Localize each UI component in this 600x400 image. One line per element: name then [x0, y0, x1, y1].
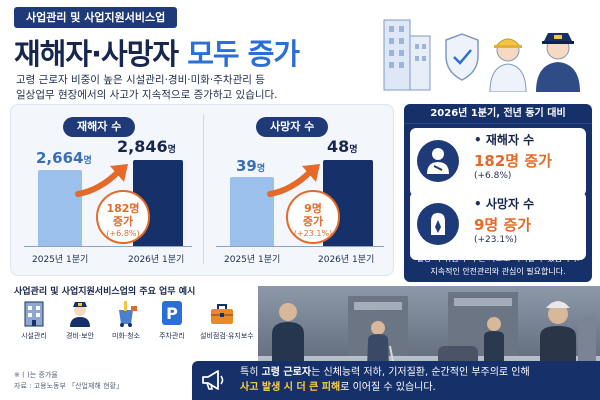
- summary-injured-value: 182명 증가: [474, 152, 552, 170]
- deaths-curr-year: 2026년 1분기: [318, 255, 375, 265]
- deaths-increase-arrow-icon: [267, 164, 320, 197]
- megaphone-icon: [202, 370, 224, 390]
- injured-diff-pct: (+6.8%): [106, 229, 140, 238]
- deaths-baseline: [216, 246, 384, 247]
- summary-deaths-value: 9명 증가: [474, 216, 532, 234]
- deaths-prev-number: 39: [236, 157, 257, 175]
- job-label-maintenance: 설비점검·유지보수: [200, 332, 254, 340]
- footnote-rate: ※ ( )는 증가율: [14, 371, 58, 379]
- deaths-curr-unit: 명: [349, 145, 358, 155]
- banner-prefix: 특히: [240, 367, 262, 378]
- injured-increase-badge: 182명 증가 (+6.8%): [96, 190, 150, 244]
- injured-curr-value: 2,846명: [117, 137, 176, 156]
- shield-icon: [445, 33, 479, 81]
- worker-icon: [489, 38, 527, 92]
- deaths-label: 사망자 수: [256, 117, 329, 137]
- building-icon: [383, 19, 431, 91]
- banner-line-2: 사고 발생 시 더 큰 피해로 이어질 수 있습니다.: [240, 380, 595, 395]
- deaths-diff-pct: (+23.1%): [293, 229, 333, 238]
- injured-diff-word: 증가: [112, 215, 134, 228]
- deaths-increase-badge: 9명 증가 (+23.1%): [286, 190, 340, 244]
- summary-title: 2026년 1분기, 전년 동기 대비: [404, 104, 592, 124]
- footnote-source: 자료 : 고용노동부 「산업재해 현황」: [14, 382, 123, 390]
- summary-deaths-label-text: 사망자 수: [485, 197, 535, 211]
- job-label-facility: 시설관리: [21, 332, 47, 340]
- title-highlight: 모두 증가: [187, 37, 300, 71]
- svg-text:P: P: [166, 304, 178, 323]
- building-icon: [24, 301, 44, 327]
- injured-prev-unit: 명: [83, 156, 92, 166]
- injured-prev-bar: [38, 170, 82, 246]
- deaths-prev-unit: 명: [256, 164, 266, 174]
- banner-bold: 고령 근로자: [261, 367, 312, 378]
- deaths-curr-value: 48명: [327, 137, 358, 156]
- deaths-curr-number: 48: [327, 137, 350, 156]
- injured-curr-year: 2026년 1분기: [128, 255, 185, 265]
- job-label-parking: 주차관리: [159, 332, 185, 340]
- deaths-prev-year: 2025년 1분기: [224, 255, 281, 265]
- memorial-ribbon-icon: [417, 203, 459, 245]
- summary-deaths-label: • 사망자 수: [474, 197, 535, 211]
- job-facility: 시설관리: [12, 298, 56, 341]
- warning-banner: [192, 361, 600, 400]
- page-title: 재해자·사망자 모두 증가: [14, 31, 300, 73]
- injured-prev-year: 2025년 1분기: [32, 255, 89, 265]
- deaths-diff-word: 증가: [302, 215, 324, 228]
- deaths-prev-value: 39명: [236, 157, 265, 175]
- job-parking: P 주차관리: [150, 298, 194, 341]
- jobs-title: 사업관리 및 사업지원서비스업의 주요 업무 예시: [14, 287, 196, 297]
- job-label-cleaning: 미화·청소: [112, 332, 140, 340]
- injured-label: 재해자 수: [63, 117, 136, 137]
- job-maintenance: 설비점검·유지보수: [200, 298, 254, 341]
- job-security: 경비·보안: [58, 298, 102, 341]
- summary-injured-pct: (+6.8%): [474, 171, 512, 181]
- cleaning-cart-icon: [119, 301, 137, 327]
- job-cleaning: 미화·청소: [104, 298, 148, 341]
- summary-injured-label: • 재해자 수: [474, 133, 535, 147]
- banner-mid: 는 신체능력 저하, 기저질환, 순간적인 부주의로 인해: [311, 367, 530, 378]
- job-label-security: 경비·보안: [66, 332, 94, 340]
- category-tag: 사업관리 및 사업지원서비스업: [14, 7, 178, 28]
- summary-deaths-pct: (+23.1%): [474, 235, 518, 245]
- injured-baseline: [24, 246, 192, 247]
- banner-line-1: 특히 고령 근로자는 신체능력 저하, 기저질환, 순간적인 부주의로 인해: [240, 365, 595, 380]
- workers-illustration: [383, 19, 580, 92]
- jobs-list: 시설관리 경비·보안 미화·청소 P 주차관리: [12, 298, 254, 358]
- deaths-prev-bar: [230, 177, 274, 246]
- injured-increase-arrow-icon: [75, 164, 128, 197]
- toolbox-icon: [211, 304, 233, 324]
- title-main: 재해자·사망자: [14, 37, 179, 71]
- injured-person-icon: [417, 140, 459, 182]
- deaths-diff: 9명: [304, 202, 322, 215]
- subtitle-line-1: 고령 근로자 비중이 높은 시설관리·경비·미화·주차관리 등: [16, 74, 265, 86]
- injured-diff: 182명: [106, 202, 140, 215]
- guard-icon: [536, 33, 580, 92]
- injured-prev-number: 2,664: [36, 149, 84, 167]
- page-subtitle: 고령 근로자 비중이 높은 시설관리·경비·미화·주차관리 등 일상업무 현장에…: [16, 73, 316, 103]
- banner-suffix: 로 이어질 수 있습니다.: [340, 382, 436, 393]
- injured-curr-number: 2,846: [117, 137, 168, 156]
- summary-note-line-1: 일상 속 위험이 더 큰 사고로 이어질 수 있습니다.: [416, 254, 580, 263]
- injured-prev-value: 2,664명: [36, 149, 92, 167]
- warning-banner-text: 특히 고령 근로자는 신체능력 저하, 기저질환, 순간적인 부주의로 인해 사…: [240, 365, 595, 395]
- banner-emphasis: 사고 발생 시 더 큰 피해: [240, 382, 341, 393]
- summary-injured-label-text: 재해자 수: [485, 133, 535, 147]
- summary-note-line-2: 지속적인 안전관리와 관심이 필요합니다.: [430, 267, 566, 276]
- stats-divider: [203, 114, 204, 264]
- parking-icon: P: [162, 301, 182, 325]
- subtitle-line-2: 일상업무 현장에서의 사고가 지속적으로 증가하고 있습니다.: [16, 89, 278, 101]
- summary-note: 일상 속 위험이 더 큰 사고로 이어질 수 있습니다. 지속적인 안전관리와 …: [408, 252, 588, 278]
- security-guard-icon: [70, 302, 90, 327]
- injured-curr-unit: 명: [167, 145, 176, 155]
